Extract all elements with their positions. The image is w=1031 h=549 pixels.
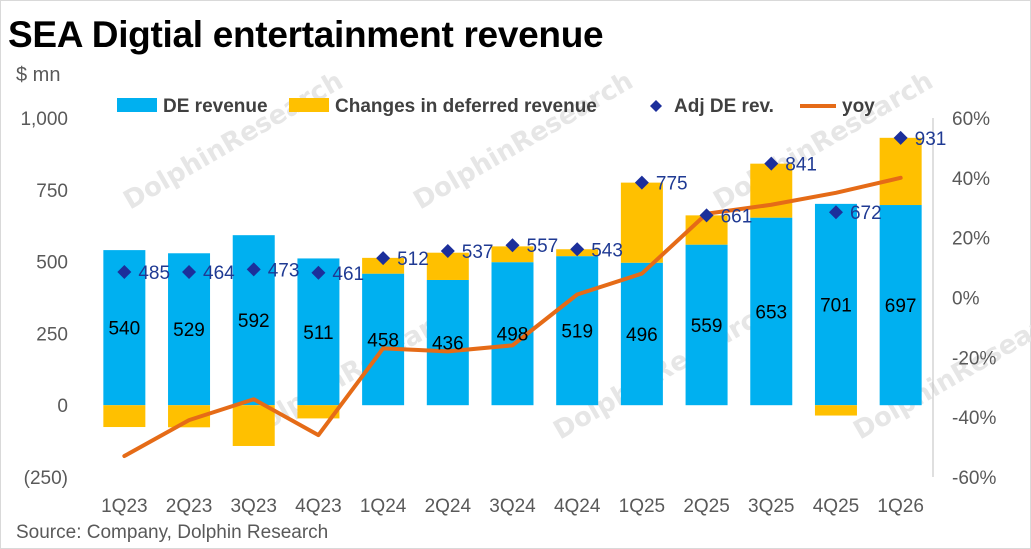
de-revenue-data-label: 559 bbox=[691, 316, 723, 337]
adj-de-rev-marker bbox=[311, 265, 326, 280]
de-revenue-data-label: 653 bbox=[755, 302, 787, 323]
deferred-revenue-bar bbox=[232, 405, 275, 446]
right-axis-tick-label: 0% bbox=[952, 289, 980, 310]
adj-de-rev-marker bbox=[570, 242, 585, 257]
de-revenue-data-label: 529 bbox=[173, 320, 205, 341]
adj-de-rev-data-label: 485 bbox=[138, 263, 170, 284]
adj-de-rev-data-label: 461 bbox=[332, 264, 364, 285]
x-axis-tick-label: 2Q25 bbox=[683, 496, 729, 517]
x-axis-tick-label: 1Q23 bbox=[101, 496, 147, 517]
de-revenue-data-label: 697 bbox=[885, 296, 917, 317]
deferred-revenue-bar bbox=[362, 257, 405, 274]
x-axis-tick-label: 1Q24 bbox=[360, 496, 407, 517]
de-revenue-bar bbox=[556, 256, 599, 406]
right-axis-tick-label: -60% bbox=[952, 468, 996, 489]
adj-de-rev-marker bbox=[634, 175, 649, 190]
de-revenue-data-label: 519 bbox=[561, 322, 593, 343]
adj-de-rev-data-label: 512 bbox=[397, 249, 429, 270]
de-revenue-data-label: 458 bbox=[367, 330, 399, 351]
adj-de-rev-data-label: 537 bbox=[462, 242, 494, 263]
left-axis-tick-label: 0 bbox=[57, 396, 68, 417]
left-axis-tick-label: 500 bbox=[36, 253, 68, 274]
adj-de-rev-marker bbox=[117, 264, 132, 279]
legend-adj-label: Adj DE rev. bbox=[674, 96, 774, 117]
x-axis-tick-label: 3Q23 bbox=[230, 496, 276, 517]
x-axis-tick-label: 2Q23 bbox=[166, 496, 212, 517]
adj-de-rev-data-label: 557 bbox=[527, 236, 559, 257]
deferred-revenue-bar bbox=[879, 137, 922, 206]
left-axis-tick-label: 1,000 bbox=[20, 109, 68, 130]
left-axis-tick-label: (250) bbox=[24, 468, 68, 489]
de-revenue-data-label: 701 bbox=[820, 296, 852, 317]
de-revenue-bar bbox=[426, 279, 469, 406]
de-revenue-data-label: 540 bbox=[108, 319, 140, 340]
de-revenue-data-label: 592 bbox=[238, 311, 270, 332]
legend-de-revenue-swatch bbox=[117, 98, 157, 112]
legend-yoy-label: yoy bbox=[842, 96, 875, 117]
right-axis-tick-label: 20% bbox=[952, 229, 990, 250]
watermark-text: DolphinResearch bbox=[119, 66, 349, 216]
legend-adj-marker bbox=[650, 100, 662, 112]
de-revenue-data-label: 496 bbox=[626, 325, 658, 346]
x-axis-tick-label: 4Q23 bbox=[295, 496, 341, 517]
de-revenue-bar bbox=[297, 258, 340, 406]
x-axis-tick-label: 2Q24 bbox=[425, 496, 472, 517]
chart-title: SEA Digtial entertainment revenue bbox=[8, 14, 604, 55]
deferred-revenue-bar bbox=[491, 246, 534, 263]
adj-de-rev-marker bbox=[246, 262, 261, 277]
adj-de-rev-data-label: 672 bbox=[850, 203, 882, 224]
yoy-line bbox=[122, 175, 903, 459]
legend-deferred-label: Changes in deferred revenue bbox=[335, 96, 597, 117]
watermark-text: DolphinResearch bbox=[849, 296, 1031, 446]
x-axis-tick-label: 3Q24 bbox=[489, 496, 536, 517]
right-axis-tick-label: 60% bbox=[952, 109, 990, 130]
de-revenue-bar bbox=[362, 273, 405, 406]
deferred-revenue-bar bbox=[103, 405, 146, 428]
adj-de-rev-data-label: 473 bbox=[268, 260, 300, 281]
deferred-revenue-bar bbox=[814, 405, 857, 416]
adj-de-rev-marker bbox=[893, 130, 908, 145]
adj-de-rev-data-label: 775 bbox=[656, 174, 688, 195]
de-revenue-data-label: 498 bbox=[497, 325, 529, 346]
left-axis-tick-label: 250 bbox=[36, 324, 68, 345]
deferred-revenue-bar bbox=[620, 182, 663, 263]
de-revenue-data-label: 511 bbox=[303, 323, 333, 344]
left-axis-unit: $ mn bbox=[16, 64, 61, 86]
right-axis-tick-label: 40% bbox=[952, 169, 990, 190]
adj-de-rev-data-label: 931 bbox=[915, 129, 947, 150]
x-axis-tick-label: 3Q25 bbox=[748, 496, 794, 517]
adj-de-rev-data-label: 661 bbox=[721, 206, 753, 227]
legend-de-revenue-label: DE revenue bbox=[163, 96, 268, 117]
adj-de-rev-marker bbox=[376, 251, 391, 266]
x-axis-tick-label: 1Q26 bbox=[877, 496, 923, 517]
deferred-revenue-bar bbox=[297, 405, 340, 419]
x-axis-tick-label: 1Q25 bbox=[619, 496, 665, 517]
adj-de-rev-data-label: 841 bbox=[785, 155, 817, 176]
adj-de-rev-marker bbox=[505, 238, 520, 253]
right-axis-tick-label: -40% bbox=[952, 408, 996, 429]
source-note: Source: Company, Dolphin Research bbox=[16, 522, 329, 543]
x-axis-tick-label: 4Q25 bbox=[813, 496, 859, 517]
adj-de-rev-data-label: 543 bbox=[591, 240, 623, 261]
de-revenue-bar bbox=[879, 205, 922, 406]
adj-de-rev-data-label: 464 bbox=[203, 263, 235, 284]
watermark-text: DolphinResearch bbox=[409, 66, 639, 216]
adj-de-rev-marker bbox=[699, 208, 714, 223]
x-axis-tick-label: 4Q24 bbox=[554, 496, 601, 517]
left-axis-tick-label: 750 bbox=[36, 181, 68, 202]
adj-de-rev-marker bbox=[828, 205, 843, 220]
legend-deferred-swatch bbox=[289, 98, 329, 112]
right-axis-tick-label: -20% bbox=[952, 348, 996, 369]
de-revenue-bar bbox=[620, 262, 663, 406]
de-revenue-bar bbox=[750, 217, 793, 406]
adj-de-rev-marker bbox=[440, 243, 455, 258]
deferred-revenue-bar bbox=[168, 405, 211, 428]
de-revenue-bar bbox=[814, 203, 857, 406]
de-revenue-data-label: 436 bbox=[432, 334, 464, 355]
de-revenue-bar bbox=[685, 244, 728, 406]
adj-de-rev-marker bbox=[764, 156, 779, 171]
adj-de-rev-marker bbox=[182, 264, 197, 279]
